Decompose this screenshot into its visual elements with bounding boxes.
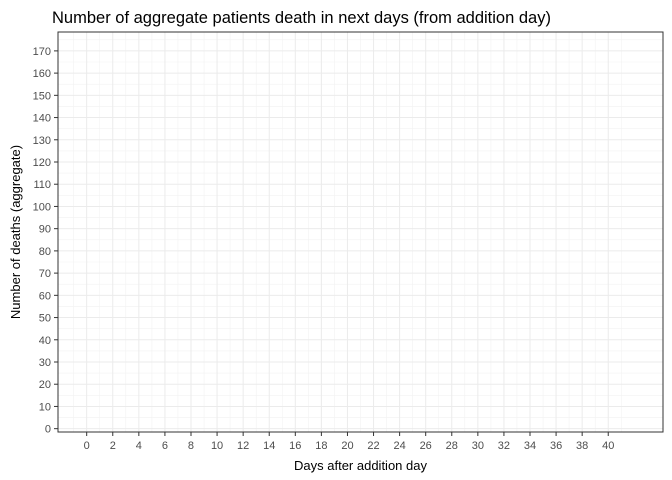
x-tick-label: 38 bbox=[576, 440, 588, 452]
x-tick-label: 10 bbox=[211, 440, 223, 452]
y-tick-label: 50 bbox=[39, 313, 51, 325]
x-tick-label: 12 bbox=[237, 440, 249, 452]
x-tick-label: 30 bbox=[472, 440, 484, 452]
x-tick-label: 0 bbox=[84, 440, 90, 452]
y-tick-label: 100 bbox=[33, 201, 51, 213]
x-tick-label: 4 bbox=[136, 440, 142, 452]
y-tick-label: 40 bbox=[39, 335, 51, 347]
y-tick-label: 60 bbox=[39, 290, 51, 302]
x-axis: 0 2 4 6 8 10 12 14 16 18 20 22 24 26 28 30 32 34 36 38 40 bbox=[84, 432, 614, 452]
y-tick-label: 20 bbox=[39, 379, 51, 391]
y-tick-label: 70 bbox=[39, 268, 51, 280]
x-tick-label: 14 bbox=[263, 440, 275, 452]
x-tick-label: 6 bbox=[162, 440, 168, 452]
x-tick-label: 8 bbox=[188, 440, 194, 452]
y-tick-label: 140 bbox=[33, 113, 51, 125]
y-tick-label: 120 bbox=[33, 157, 51, 169]
y-tick-label: 160 bbox=[33, 68, 51, 80]
x-tick-label: 32 bbox=[498, 440, 510, 452]
y-axis-label: Number of deaths (aggregate) bbox=[8, 145, 23, 319]
y-tick-label: 110 bbox=[33, 179, 51, 191]
chart-title: Number of aggregate patients death in ne… bbox=[52, 9, 551, 27]
x-axis-label: Days after addition day bbox=[294, 458, 427, 473]
x-tick-label: 18 bbox=[315, 440, 327, 452]
y-tick-label: 80 bbox=[39, 246, 51, 258]
x-tick-label: 24 bbox=[393, 440, 405, 452]
y-tick-label: 30 bbox=[39, 357, 51, 369]
x-tick-label: 16 bbox=[289, 440, 301, 452]
y-tick-label: 150 bbox=[33, 90, 51, 102]
minor-gridlines bbox=[58, 32, 663, 432]
x-tick-label: 2 bbox=[110, 440, 116, 452]
panel-border bbox=[57, 31, 664, 433]
y-tick-label: 0 bbox=[45, 424, 51, 436]
x-tick-label: 20 bbox=[341, 440, 353, 452]
x-tick-label: 36 bbox=[550, 440, 562, 452]
x-tick-label: 22 bbox=[367, 440, 379, 452]
x-tick-label: 40 bbox=[602, 440, 614, 452]
plot-panel bbox=[57, 31, 664, 433]
x-tick-label: 34 bbox=[524, 440, 536, 452]
y-tick-label: 10 bbox=[39, 401, 51, 413]
y-axis: 0 10 20 30 40 50 60 70 80 90 100 110 120 130 140 150 160… bbox=[33, 46, 58, 436]
y-tick-label: 90 bbox=[39, 224, 51, 236]
major-gridlines bbox=[58, 32, 663, 432]
y-tick-label: 130 bbox=[33, 135, 51, 147]
x-tick-label: 28 bbox=[446, 440, 458, 452]
y-tick-label: 170 bbox=[33, 46, 51, 58]
x-tick-label: 26 bbox=[420, 440, 432, 452]
